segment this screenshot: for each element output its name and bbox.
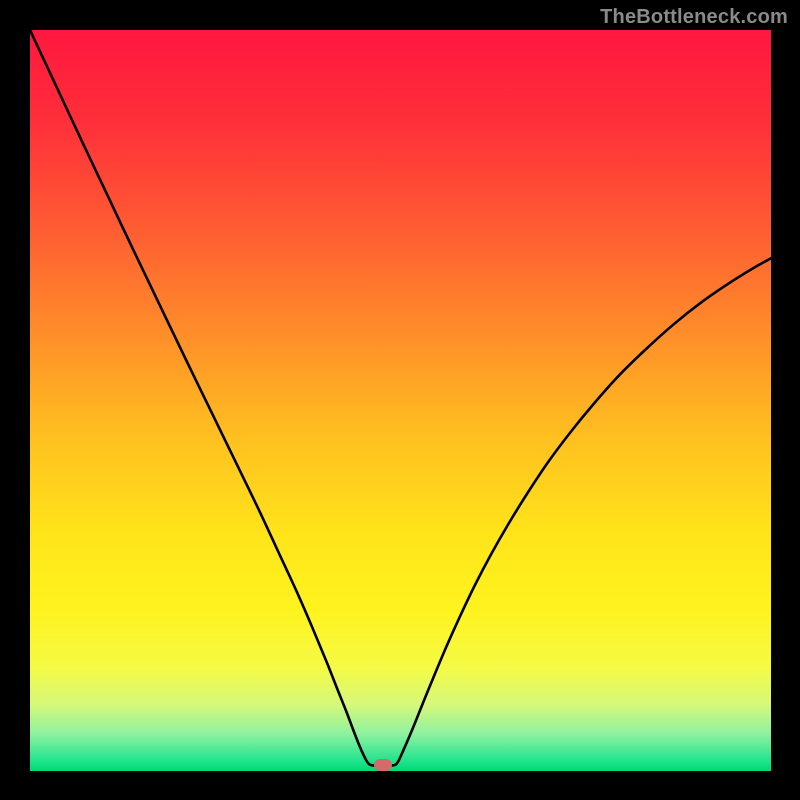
plot-area	[30, 30, 771, 771]
min-point-marker	[374, 759, 392, 771]
watermark-text: TheBottleneck.com	[600, 6, 788, 29]
curve-layer	[30, 30, 771, 771]
outer-frame: TheBottleneck.com	[0, 0, 800, 800]
curve-v-curve	[30, 30, 771, 766]
